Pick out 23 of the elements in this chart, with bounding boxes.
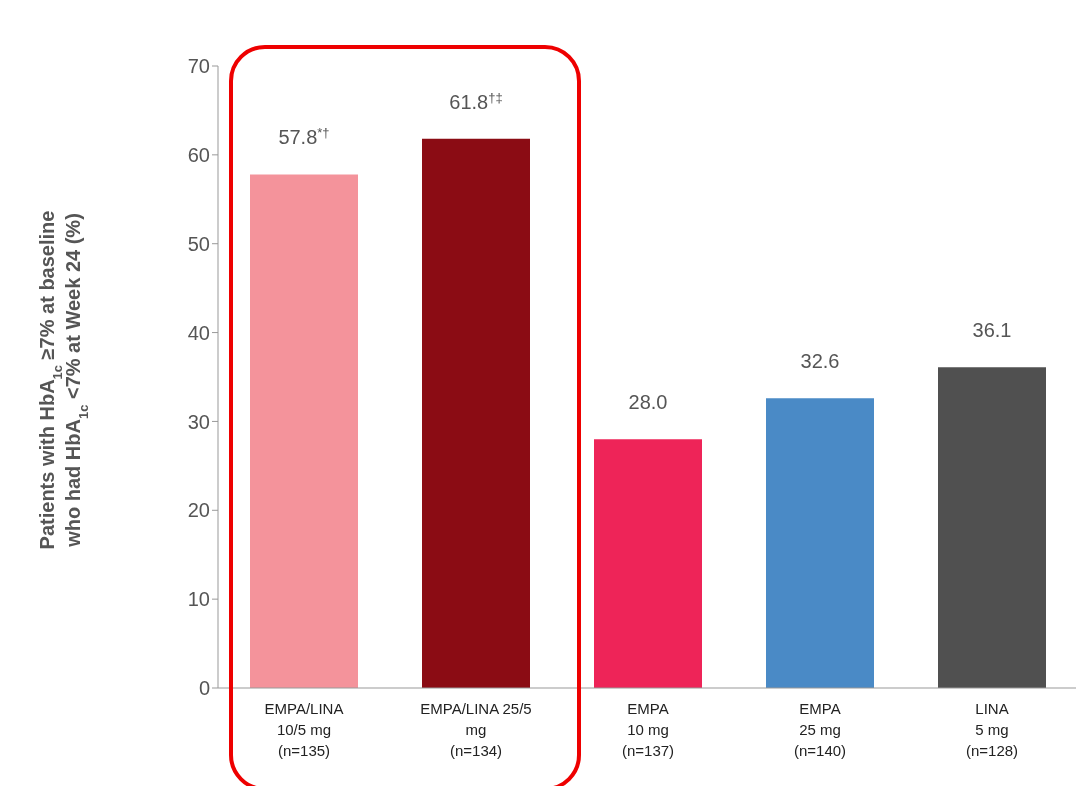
y-tick-label: 20	[187, 499, 210, 522]
x-tick-label: EMPA/LINA 25/5 mg (n=134)	[420, 700, 532, 759]
y-tick-label: 30	[187, 410, 210, 433]
data-label: 32.6	[800, 350, 840, 373]
y-tick-label: 50	[187, 232, 210, 255]
bar	[250, 174, 358, 688]
x-tick-label: EMPA 10 mg (n=137)	[621, 700, 675, 759]
x-tick-label: LINA 5 mg (n=128)	[965, 700, 1019, 759]
data-label: 61.8$^{†‡}$	[449, 89, 503, 113]
bar	[766, 398, 874, 688]
y-tick-label: 10	[187, 588, 210, 611]
data-label: 57.8$^{*†}$	[278, 124, 330, 149]
y-tick-label: 40	[187, 321, 210, 344]
x-tick-label: EMPA/LINA 10/5 mg (n=135)	[264, 700, 344, 759]
x-tick-label: EMPA 25 mg (n=140)	[793, 700, 847, 759]
bar	[594, 439, 702, 688]
bar	[422, 138, 530, 688]
data-label: 36.1	[972, 319, 1012, 342]
bar	[938, 367, 1046, 688]
data-label: 28.0	[628, 391, 668, 414]
y-tick-label: 70	[187, 55, 210, 78]
y-tick-label: 0	[198, 677, 210, 700]
y-tick-label: 60	[187, 143, 210, 166]
